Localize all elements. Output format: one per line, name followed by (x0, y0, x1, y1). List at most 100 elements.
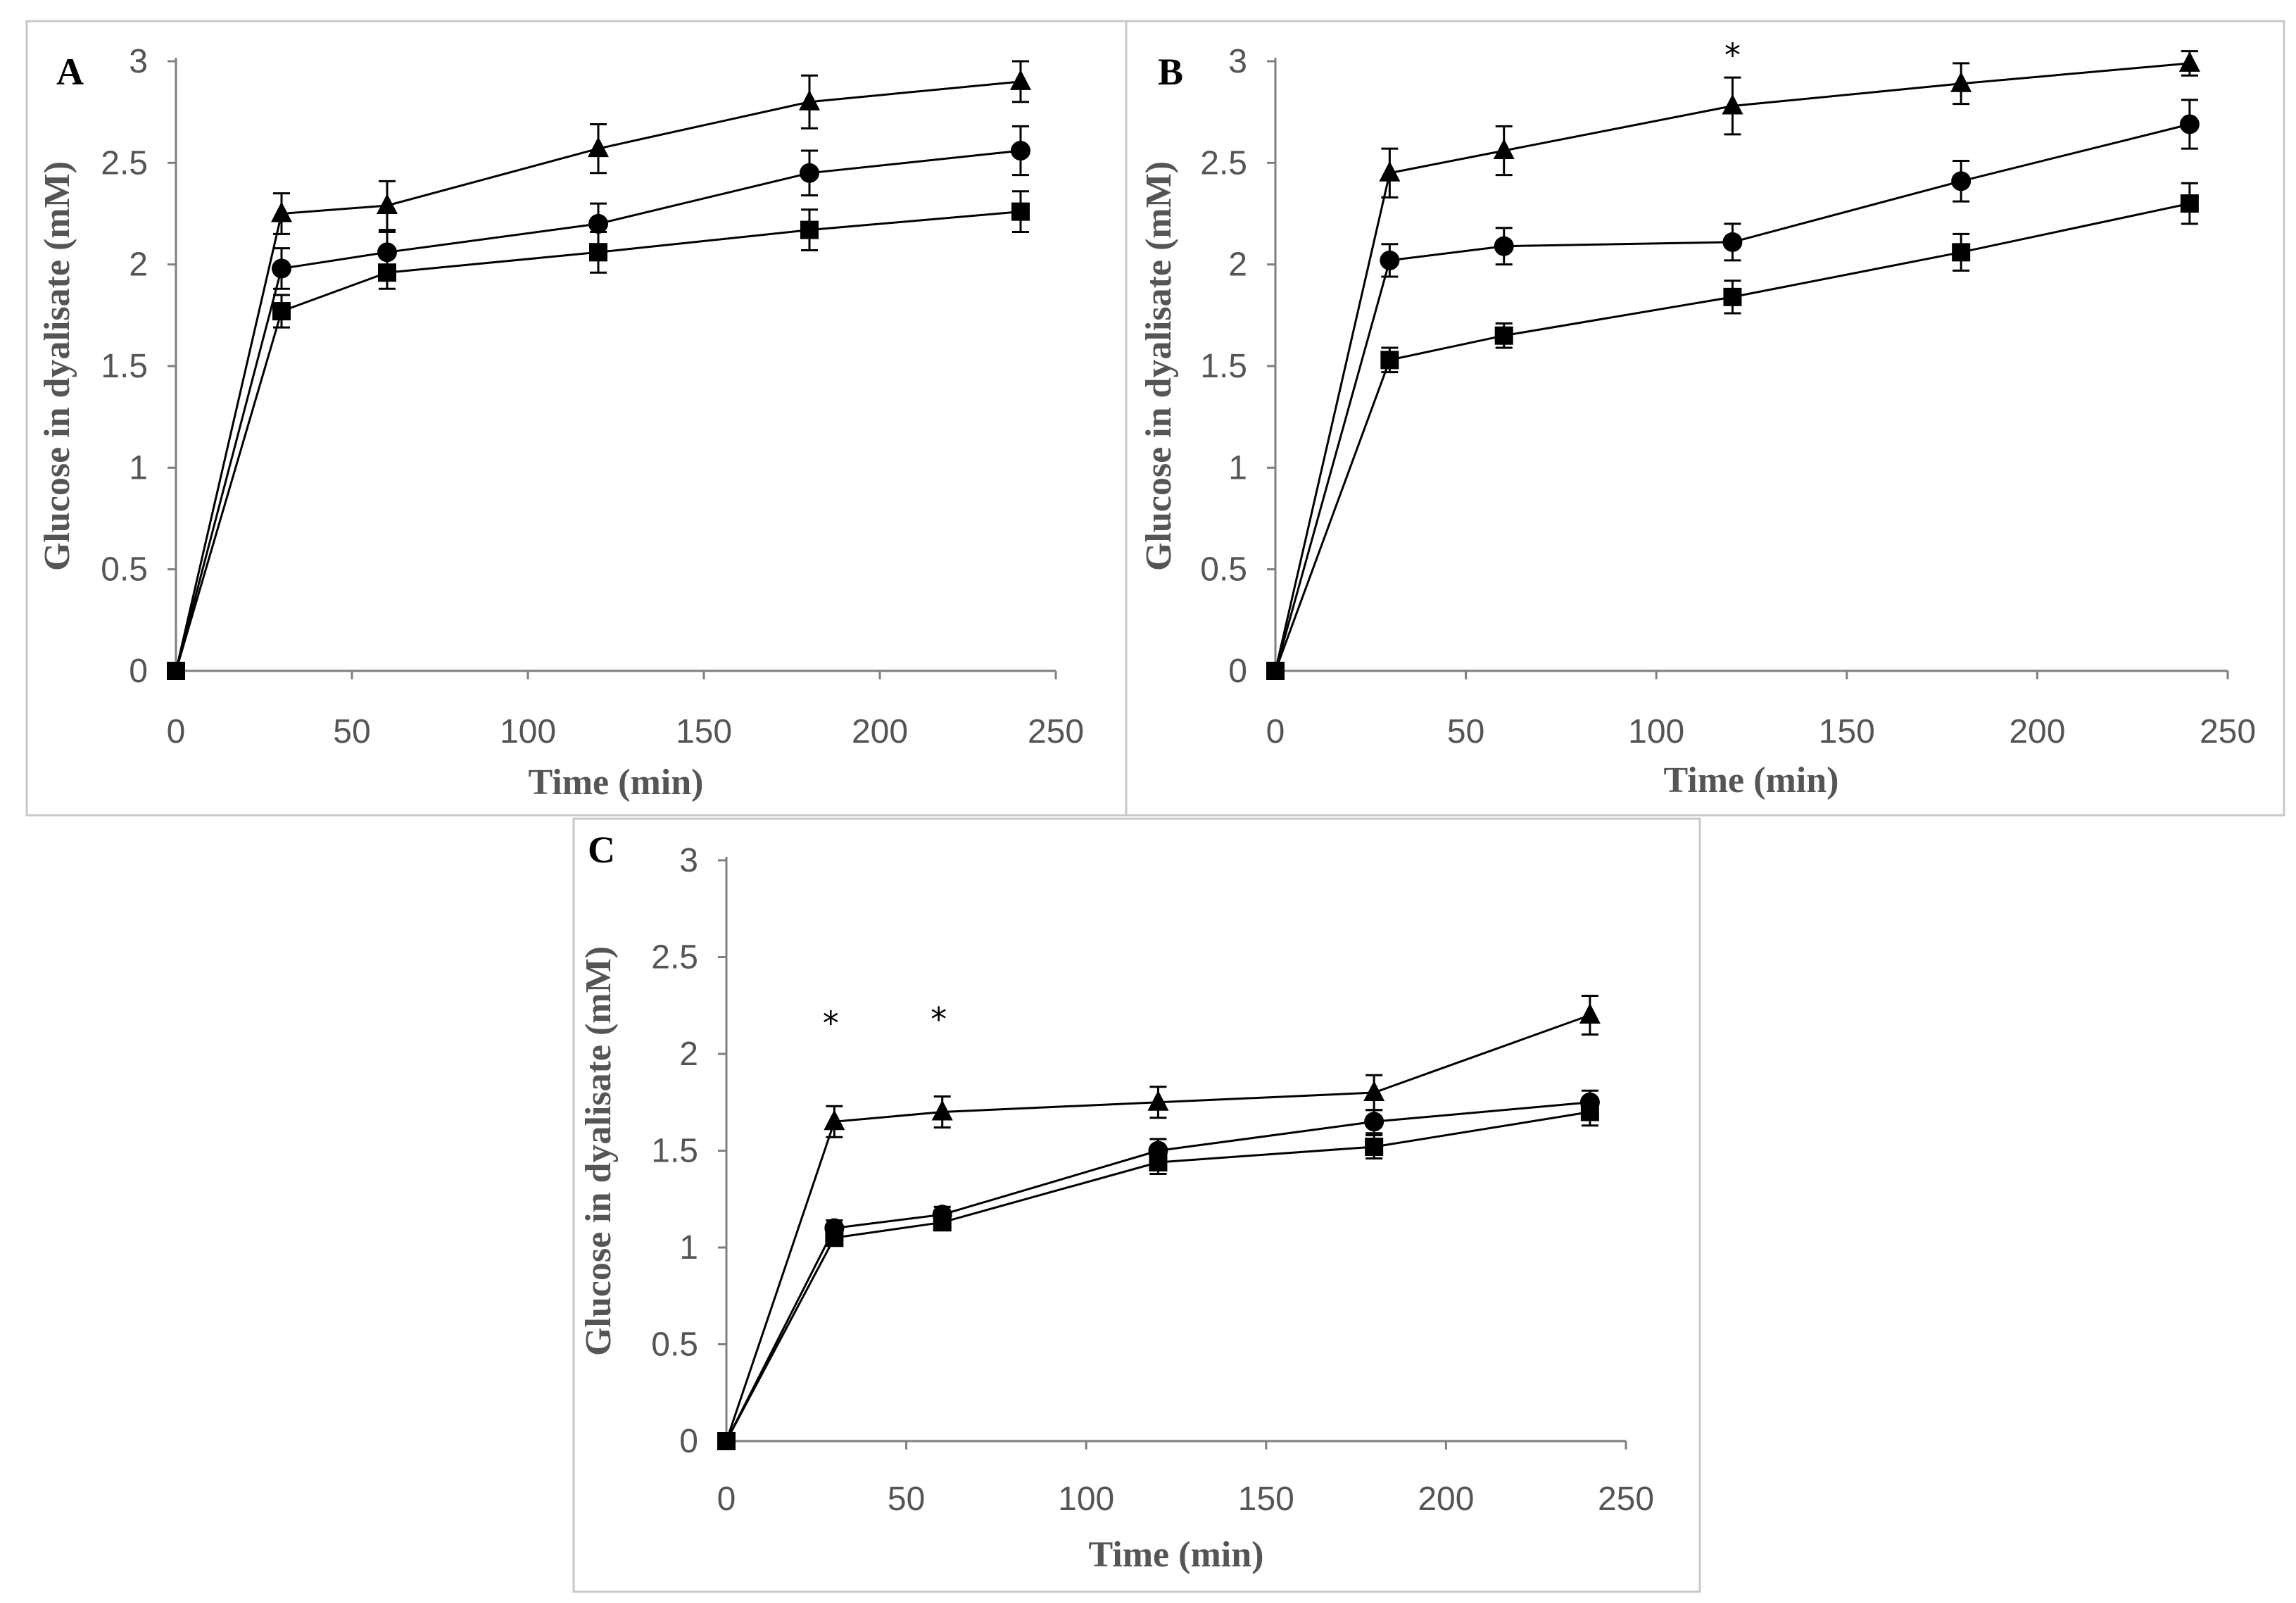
x-tick-label: 0 (167, 713, 186, 750)
data-point-square (800, 220, 819, 239)
panel-label: A (56, 51, 84, 93)
x-tick-label: 100 (500, 713, 556, 750)
panel-frame (572, 817, 1701, 1593)
y-tick-label: 2.5 (1200, 144, 1247, 182)
data-point-triangle (1722, 94, 1743, 115)
series-line-circle (175, 149, 1021, 672)
data-point-square (272, 302, 291, 321)
y-tick-label: 2.5 (651, 939, 698, 976)
data-point-square (933, 1213, 952, 1232)
x-tick-label: 0 (1266, 713, 1285, 750)
series-line-triangle (1274, 62, 2190, 672)
y-tick-label: 1 (1228, 449, 1247, 486)
data-point-square (167, 662, 185, 680)
data-point-triangle (2178, 51, 2200, 72)
y-tick-label: 1 (679, 1229, 698, 1266)
y-tick-label: 1 (129, 449, 148, 486)
chart-panel-c: 0 0.5 1 1.5 2 2.5 3 0 50 100 150 200 250 Time (min) Gl… (572, 817, 1701, 1593)
series-line-triangle (725, 1014, 1591, 1442)
x-tick-label: 0 (717, 1481, 736, 1518)
y-tick-label: 0 (1228, 653, 1247, 690)
x-tick-label: 50 (1447, 713, 1484, 750)
y-tick-label: 3 (129, 43, 148, 80)
significance-star: * (931, 1000, 947, 1038)
y-tick-label: 3 (679, 842, 698, 879)
y-tick-label: 0 (129, 653, 148, 690)
x-tick-label: 100 (1058, 1481, 1114, 1518)
data-point-square (1580, 1102, 1599, 1121)
data-point-triangle (271, 201, 292, 222)
series-line-circle (725, 1101, 1591, 1442)
y-tick-label: 2.5 (101, 144, 148, 182)
x-axis-title: Time (min) (1089, 1535, 1264, 1575)
data-point-triangle (799, 89, 820, 111)
series-square (717, 1097, 1599, 1450)
data-point-square (1494, 326, 1513, 345)
data-point-triangle (1950, 71, 1972, 92)
x-tick-label: 150 (1238, 1481, 1294, 1518)
data-point-circle (2179, 114, 2200, 134)
x-tick-label: 250 (2200, 713, 2256, 750)
y-axis-title: Glucose in dyalisate (mM) (1139, 161, 1179, 571)
x-tick-label: 150 (676, 713, 732, 750)
series-square (167, 190, 1030, 680)
data-point-square (1266, 662, 1285, 680)
significance-star: * (1724, 37, 1741, 75)
data-point-square (1011, 202, 1030, 221)
data-point-triangle (931, 1100, 953, 1121)
y-tick-label: 1.5 (101, 348, 148, 385)
chart-panel-a: 0 0.5 1 1.5 2 2.5 3 0 50 100 150 200 250 Time (min) Gl… (25, 20, 1128, 817)
data-point-circle (1011, 141, 1030, 161)
x-tick-label: 250 (1028, 713, 1084, 750)
data-point-square (1149, 1153, 1168, 1171)
data-point-circle (1722, 232, 1743, 252)
y-tick-label: 2 (129, 246, 148, 284)
x-tick-label: 200 (852, 713, 908, 750)
x-tick-label: 100 (1628, 713, 1684, 750)
data-point-triangle (1147, 1090, 1169, 1111)
y-tick-label: 0 (679, 1423, 698, 1460)
y-tick-label: 0.5 (651, 1326, 698, 1364)
x-tick-label: 50 (333, 713, 370, 750)
significance-star: * (823, 1005, 839, 1043)
x-tick-label: 250 (1598, 1481, 1654, 1518)
x-tick-label: 200 (1418, 1481, 1474, 1518)
data-point-circle (1380, 250, 1400, 270)
data-point-triangle (1579, 1003, 1601, 1024)
y-tick-label: 2 (679, 1036, 698, 1073)
panel-frame (25, 20, 1128, 817)
data-point-triangle (377, 193, 398, 214)
series-line-square (175, 210, 1021, 672)
data-point-square (717, 1432, 736, 1450)
data-point-square (1365, 1138, 1384, 1156)
y-tick-label: 0.5 (101, 551, 148, 589)
data-point-triangle (588, 137, 609, 158)
data-point-square (589, 243, 607, 262)
x-tick-label: 200 (2009, 713, 2065, 750)
y-tick-label: 3 (1228, 43, 1247, 80)
data-point-circle (1364, 1112, 1384, 1132)
y-tick-label: 1.5 (651, 1133, 698, 1170)
data-point-square (2180, 194, 2199, 213)
series-line-circle (1274, 123, 2190, 672)
data-point-square (825, 1228, 844, 1247)
data-point-triangle (824, 1109, 845, 1131)
data-point-circle (1951, 171, 1972, 191)
x-axis-title: Time (min) (1664, 760, 1839, 800)
data-point-square (1380, 351, 1399, 370)
data-point-circle (272, 258, 291, 279)
chart-panel-b: 0 0.5 1 1.5 2 2.5 3 0 50 100 150 200 250 Time (min) Gl… (1125, 20, 2285, 817)
series-line-square (725, 1111, 1591, 1442)
series-square (1266, 182, 2199, 680)
data-point-triangle (1010, 69, 1031, 90)
data-point-square (1723, 287, 1742, 306)
panel-label: B (1158, 51, 1183, 93)
x-tick-label: 150 (1819, 713, 1875, 750)
series-line-triangle (175, 80, 1021, 672)
data-point-square (1952, 243, 1971, 262)
x-tick-label: 50 (888, 1481, 925, 1518)
data-point-circle (800, 163, 819, 183)
panel-frame (1125, 20, 2285, 817)
y-axis-title: Glucose in dyalisate (mM) (37, 161, 77, 571)
